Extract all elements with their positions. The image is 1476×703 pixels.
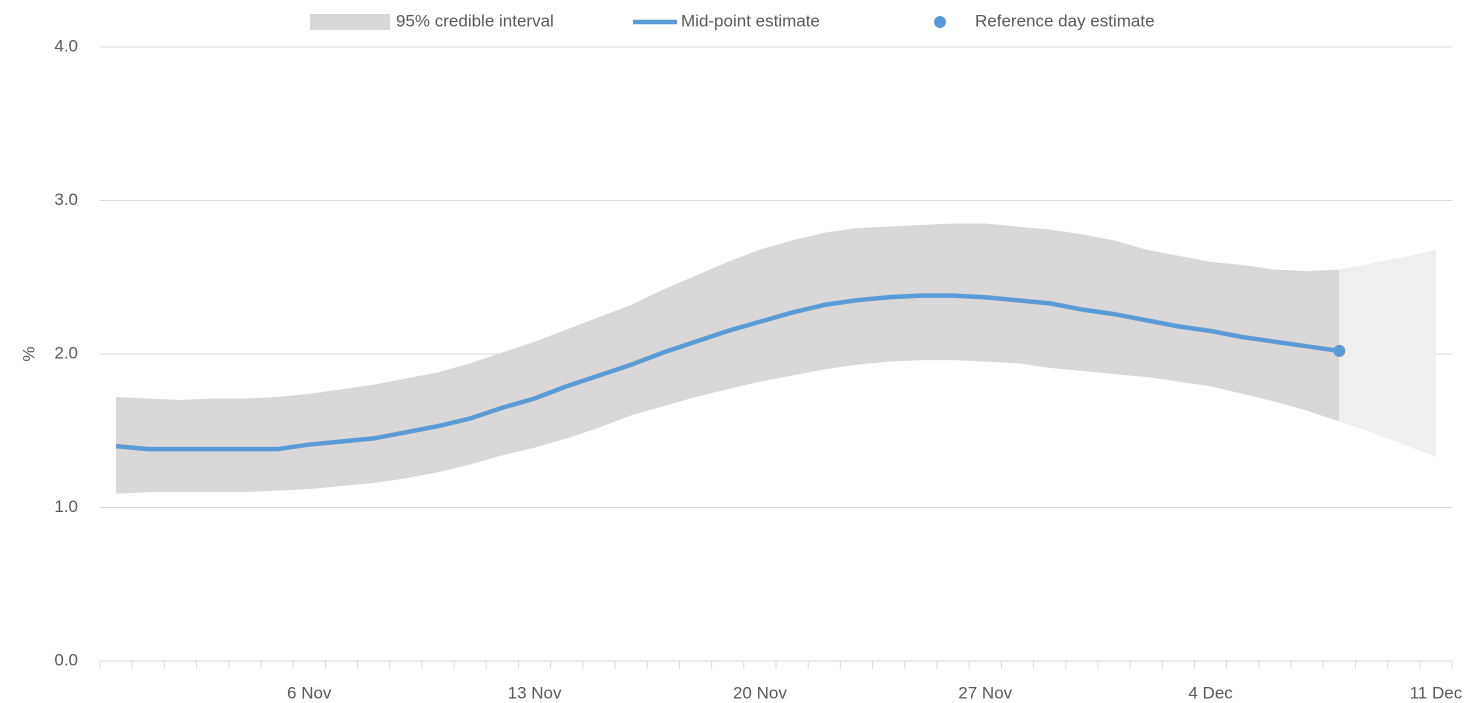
legend-label: Reference day estimate xyxy=(975,11,1155,30)
y-tick-label: 0.0 xyxy=(54,650,78,669)
legend-label: Mid-point estimate xyxy=(681,11,820,30)
x-tick-label: 27 Nov xyxy=(958,683,1012,702)
y-tick-label: 4.0 xyxy=(54,36,78,55)
credible-band xyxy=(116,223,1340,494)
credible-band xyxy=(1339,249,1436,457)
x-tick-label: 6 Nov xyxy=(287,683,332,702)
reference-point xyxy=(1333,344,1346,357)
y-axis-label: % xyxy=(19,346,38,361)
plot-area xyxy=(115,223,1436,494)
estimate-line xyxy=(115,293,1340,452)
legend-swatch xyxy=(310,14,390,30)
x-tick-label: 4 Dec xyxy=(1188,683,1233,702)
legend-label: 95% credible interval xyxy=(396,11,554,30)
y-tick-label: 2.0 xyxy=(54,343,78,362)
x-tick-label: 13 Nov xyxy=(508,683,562,702)
x-tick-label: 20 Nov xyxy=(733,683,787,702)
x-tick-label: 11 Dec xyxy=(1410,683,1463,702)
y-tick-label: 1.0 xyxy=(54,497,78,516)
y-tick-label: 3.0 xyxy=(54,190,78,209)
legend-swatch xyxy=(934,16,946,28)
